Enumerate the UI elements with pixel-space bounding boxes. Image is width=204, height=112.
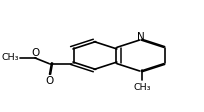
Text: O: O: [32, 48, 40, 58]
Text: N: N: [136, 32, 144, 42]
Text: CH₃: CH₃: [2, 53, 19, 62]
Text: O: O: [46, 75, 54, 85]
Text: CH₃: CH₃: [134, 82, 151, 91]
